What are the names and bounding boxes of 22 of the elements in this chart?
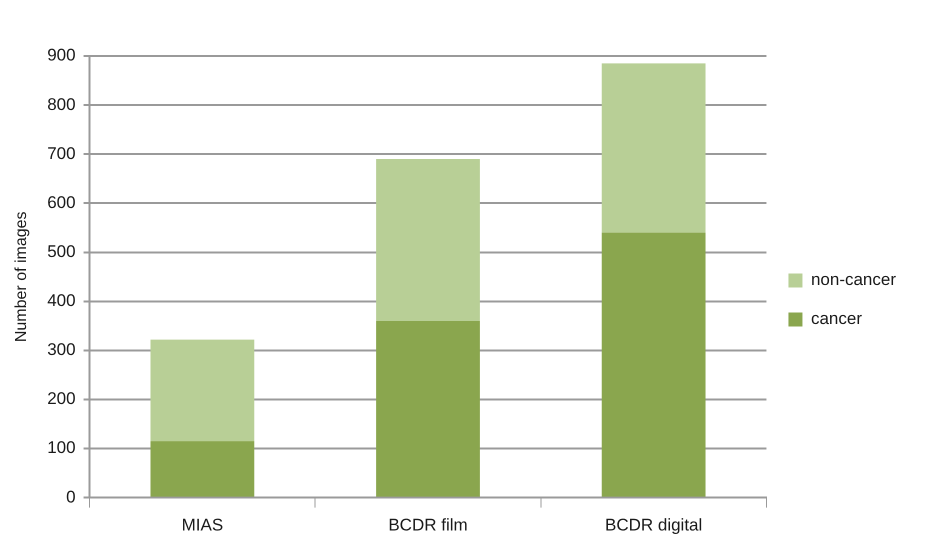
- x-tick-label: BCDR film: [388, 515, 468, 534]
- y-tick-label: 900: [47, 46, 76, 65]
- y-tick-label: 600: [47, 192, 76, 212]
- x-tick-label: BCDR digital: [604, 515, 702, 534]
- y-tick-label: 300: [47, 340, 76, 360]
- y-tick-label: 500: [47, 242, 76, 261]
- y-tick-label: 400: [47, 291, 76, 310]
- legend-label: non-cancer: [810, 270, 896, 290]
- y-tick-label: 100: [47, 438, 76, 458]
- bar: [150, 441, 254, 497]
- bar: [602, 63, 706, 233]
- bar: [150, 340, 254, 442]
- y-tick-label: 200: [47, 389, 76, 408]
- bar: [602, 232, 706, 497]
- y-tick-label: 700: [47, 144, 76, 163]
- x-tick-label: MIAS: [182, 515, 224, 534]
- y-axis-title: Number of images: [13, 211, 30, 342]
- legend-label: cancer: [810, 309, 862, 328]
- bar: [376, 159, 480, 321]
- bar: [376, 320, 480, 497]
- y-tick-label: 0: [66, 487, 76, 506]
- y-tick-label: 800: [47, 94, 76, 114]
